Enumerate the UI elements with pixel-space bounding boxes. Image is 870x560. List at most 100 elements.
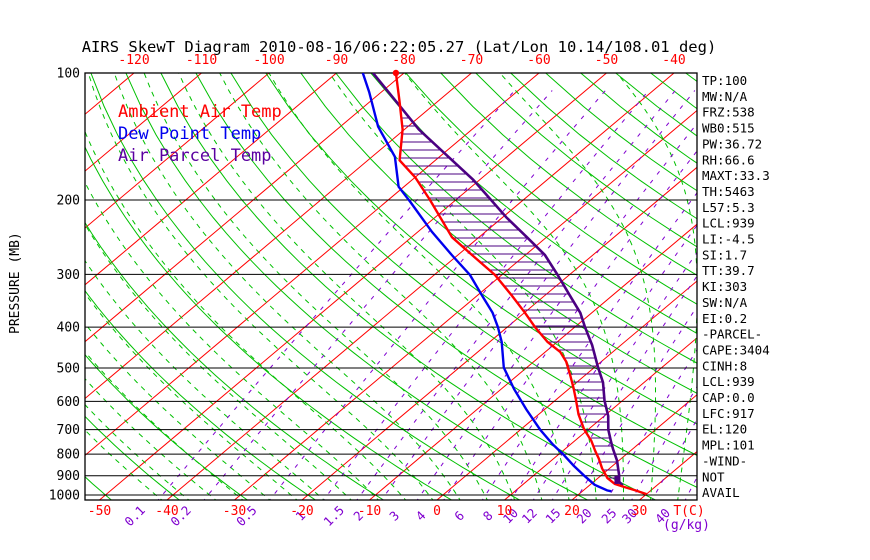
isotherm-line: [85, 73, 405, 343]
top-temp-tick-label: -80: [392, 53, 415, 68]
bottom-temp-tick-label: 20: [564, 504, 580, 519]
stat-line: EL:120: [702, 422, 747, 437]
isotherm-line: [99, 73, 607, 500]
bottom-temp-tick-label: 0: [433, 504, 441, 519]
dry-adiabat-line: [230, 73, 697, 456]
dry-adiabat-line: [300, 73, 697, 394]
mixing-ratio-tick-label: 15: [542, 505, 563, 526]
dry-adiabat-line: [160, 73, 657, 500]
temp-unit-label: T(C): [673, 504, 704, 519]
stat-line: MPL:101: [702, 438, 755, 453]
legend-dew-point-temp: Dew Point Temp: [118, 124, 261, 144]
pressure-axis-title: PRESSURE (MB): [8, 232, 23, 334]
mixing-ratio-tick-label: 6: [451, 508, 467, 524]
stat-line: MW:N/A: [702, 89, 748, 104]
top-temp-tick-label: -60: [527, 53, 550, 68]
pressure-tick-label: 1000: [49, 489, 80, 504]
mixing-ratio-line: [551, 275, 697, 500]
stat-line: TH:5463: [702, 184, 755, 199]
stat-line: -WIND-: [702, 453, 747, 468]
stat-line: L57:5.3: [702, 200, 755, 215]
mixing-ratio-tick-label: 25: [598, 505, 619, 526]
stat-line: SW:N/A: [702, 295, 748, 310]
mixing-ratio-unit-label: (g/kg): [663, 518, 710, 533]
isotherm-line: [436, 280, 697, 500]
pressure-tick-label: 600: [57, 395, 80, 410]
moist-adiabat-line: [85, 181, 380, 500]
mixing-ratio-tick-label: 0.1: [121, 503, 148, 530]
bottom-temp-tick-label: -30: [223, 504, 246, 519]
sounding-curves: [361, 69, 647, 496]
stat-line: LI:-4.5: [702, 232, 755, 247]
pressure-tick-label: 700: [57, 423, 80, 438]
dry-adiabat-line: [125, 73, 589, 500]
stat-line: EI:0.2: [702, 311, 747, 326]
isotherm-line: [85, 73, 337, 286]
mixing-ratio-tick-label: 8: [480, 508, 496, 524]
isotherm-line: [85, 73, 270, 229]
pressure-tick-label: 800: [57, 448, 80, 463]
mixing-ratio-line: [651, 418, 697, 500]
mixing-ratio-tick-label: 12: [519, 505, 540, 526]
stat-line: AVAIL: [702, 485, 740, 500]
mixing-ratio-line: [380, 90, 696, 500]
dry-adiabat-line: [405, 73, 697, 305]
legend-air-parcel-temp: Air Parcel Temp: [118, 146, 272, 166]
moist-adiabat-line: [178, 73, 516, 500]
stat-line: LFC:917: [702, 406, 755, 421]
top-temp-tick-label: -100: [253, 53, 284, 68]
moist-adiabat-line: [85, 130, 407, 500]
ambient-air-temp-curve: [394, 73, 647, 496]
isotherm-line: [504, 337, 697, 500]
mixing-ratio-line: [416, 122, 697, 500]
stat-line: PW:36.72: [702, 136, 762, 151]
moist-adiabat-line: [85, 223, 352, 500]
mixing-ratio-line: [356, 90, 676, 500]
mixing-ratio-line: [157, 90, 516, 500]
isotherm-line: [571, 394, 697, 500]
dry-adiabat-line: [265, 73, 697, 425]
stat-line: RH:66.6: [702, 152, 755, 167]
top-temp-tick-label: -50: [595, 53, 618, 68]
dew-point-temp-curve: [361, 73, 612, 493]
chart-title: AIRS SkewT Diagram 2010-08-16/06:22:05.2…: [82, 38, 717, 56]
stat-line: FRZ:538: [702, 105, 755, 120]
mixing-ratio-tick-label: 1.5: [320, 503, 347, 530]
bottom-temp-tick-label: 10: [497, 504, 513, 519]
bottom-temp-tick-label: -20: [290, 504, 313, 519]
plot-frame: [84, 72, 698, 501]
moist-adiabat-line: [404, 73, 624, 500]
dry-adiabat-line: [85, 289, 317, 500]
mixing-ratio-line: [510, 224, 697, 500]
mixing-ratio-line: [631, 385, 697, 500]
isotherm-line: [85, 73, 540, 457]
air-parcel-temp-curve: [371, 73, 624, 487]
stat-line: SI:1.7: [702, 247, 747, 262]
stat-line: CINH:8: [702, 358, 747, 373]
pressure-tick-label: 100: [57, 67, 80, 82]
pressure-tick-label: 400: [57, 321, 80, 336]
pressure-tick-label: 500: [57, 361, 80, 376]
top-temp-tick-label: -90: [325, 53, 348, 68]
stat-line: MAXT:33.3: [702, 168, 770, 183]
moist-adiabat-line: [616, 73, 697, 500]
mixing-ratio-tick-label: 4: [413, 508, 429, 524]
stat-line: LCL:939: [702, 374, 755, 389]
mixing-ratio-line: [606, 348, 697, 500]
top-temp-tick-label: -40: [662, 53, 685, 68]
moist-adiabat-line: [87, 73, 434, 500]
ambient-top-marker: [392, 69, 400, 77]
mixing-ratio-line: [532, 251, 697, 500]
mixing-ratio-tick-label: 3: [386, 508, 402, 524]
moist-adiabat-line: [219, 73, 543, 500]
isotherm-line: [234, 109, 697, 500]
bottom-temp-tick-label: -10: [358, 504, 381, 519]
stat-line: TT:39.7: [702, 263, 755, 278]
stats-panel: TP:100MW:N/AFRZ:538WB0:515PW:36.72RH:66.…: [702, 73, 770, 500]
stat-line: NOT: [702, 469, 725, 484]
moist-adiabat-line: [268, 73, 570, 500]
dry-adiabat-line: [475, 73, 697, 248]
top-temp-tick-label: -120: [118, 53, 149, 68]
dry-adiabat-line: [85, 415, 181, 500]
